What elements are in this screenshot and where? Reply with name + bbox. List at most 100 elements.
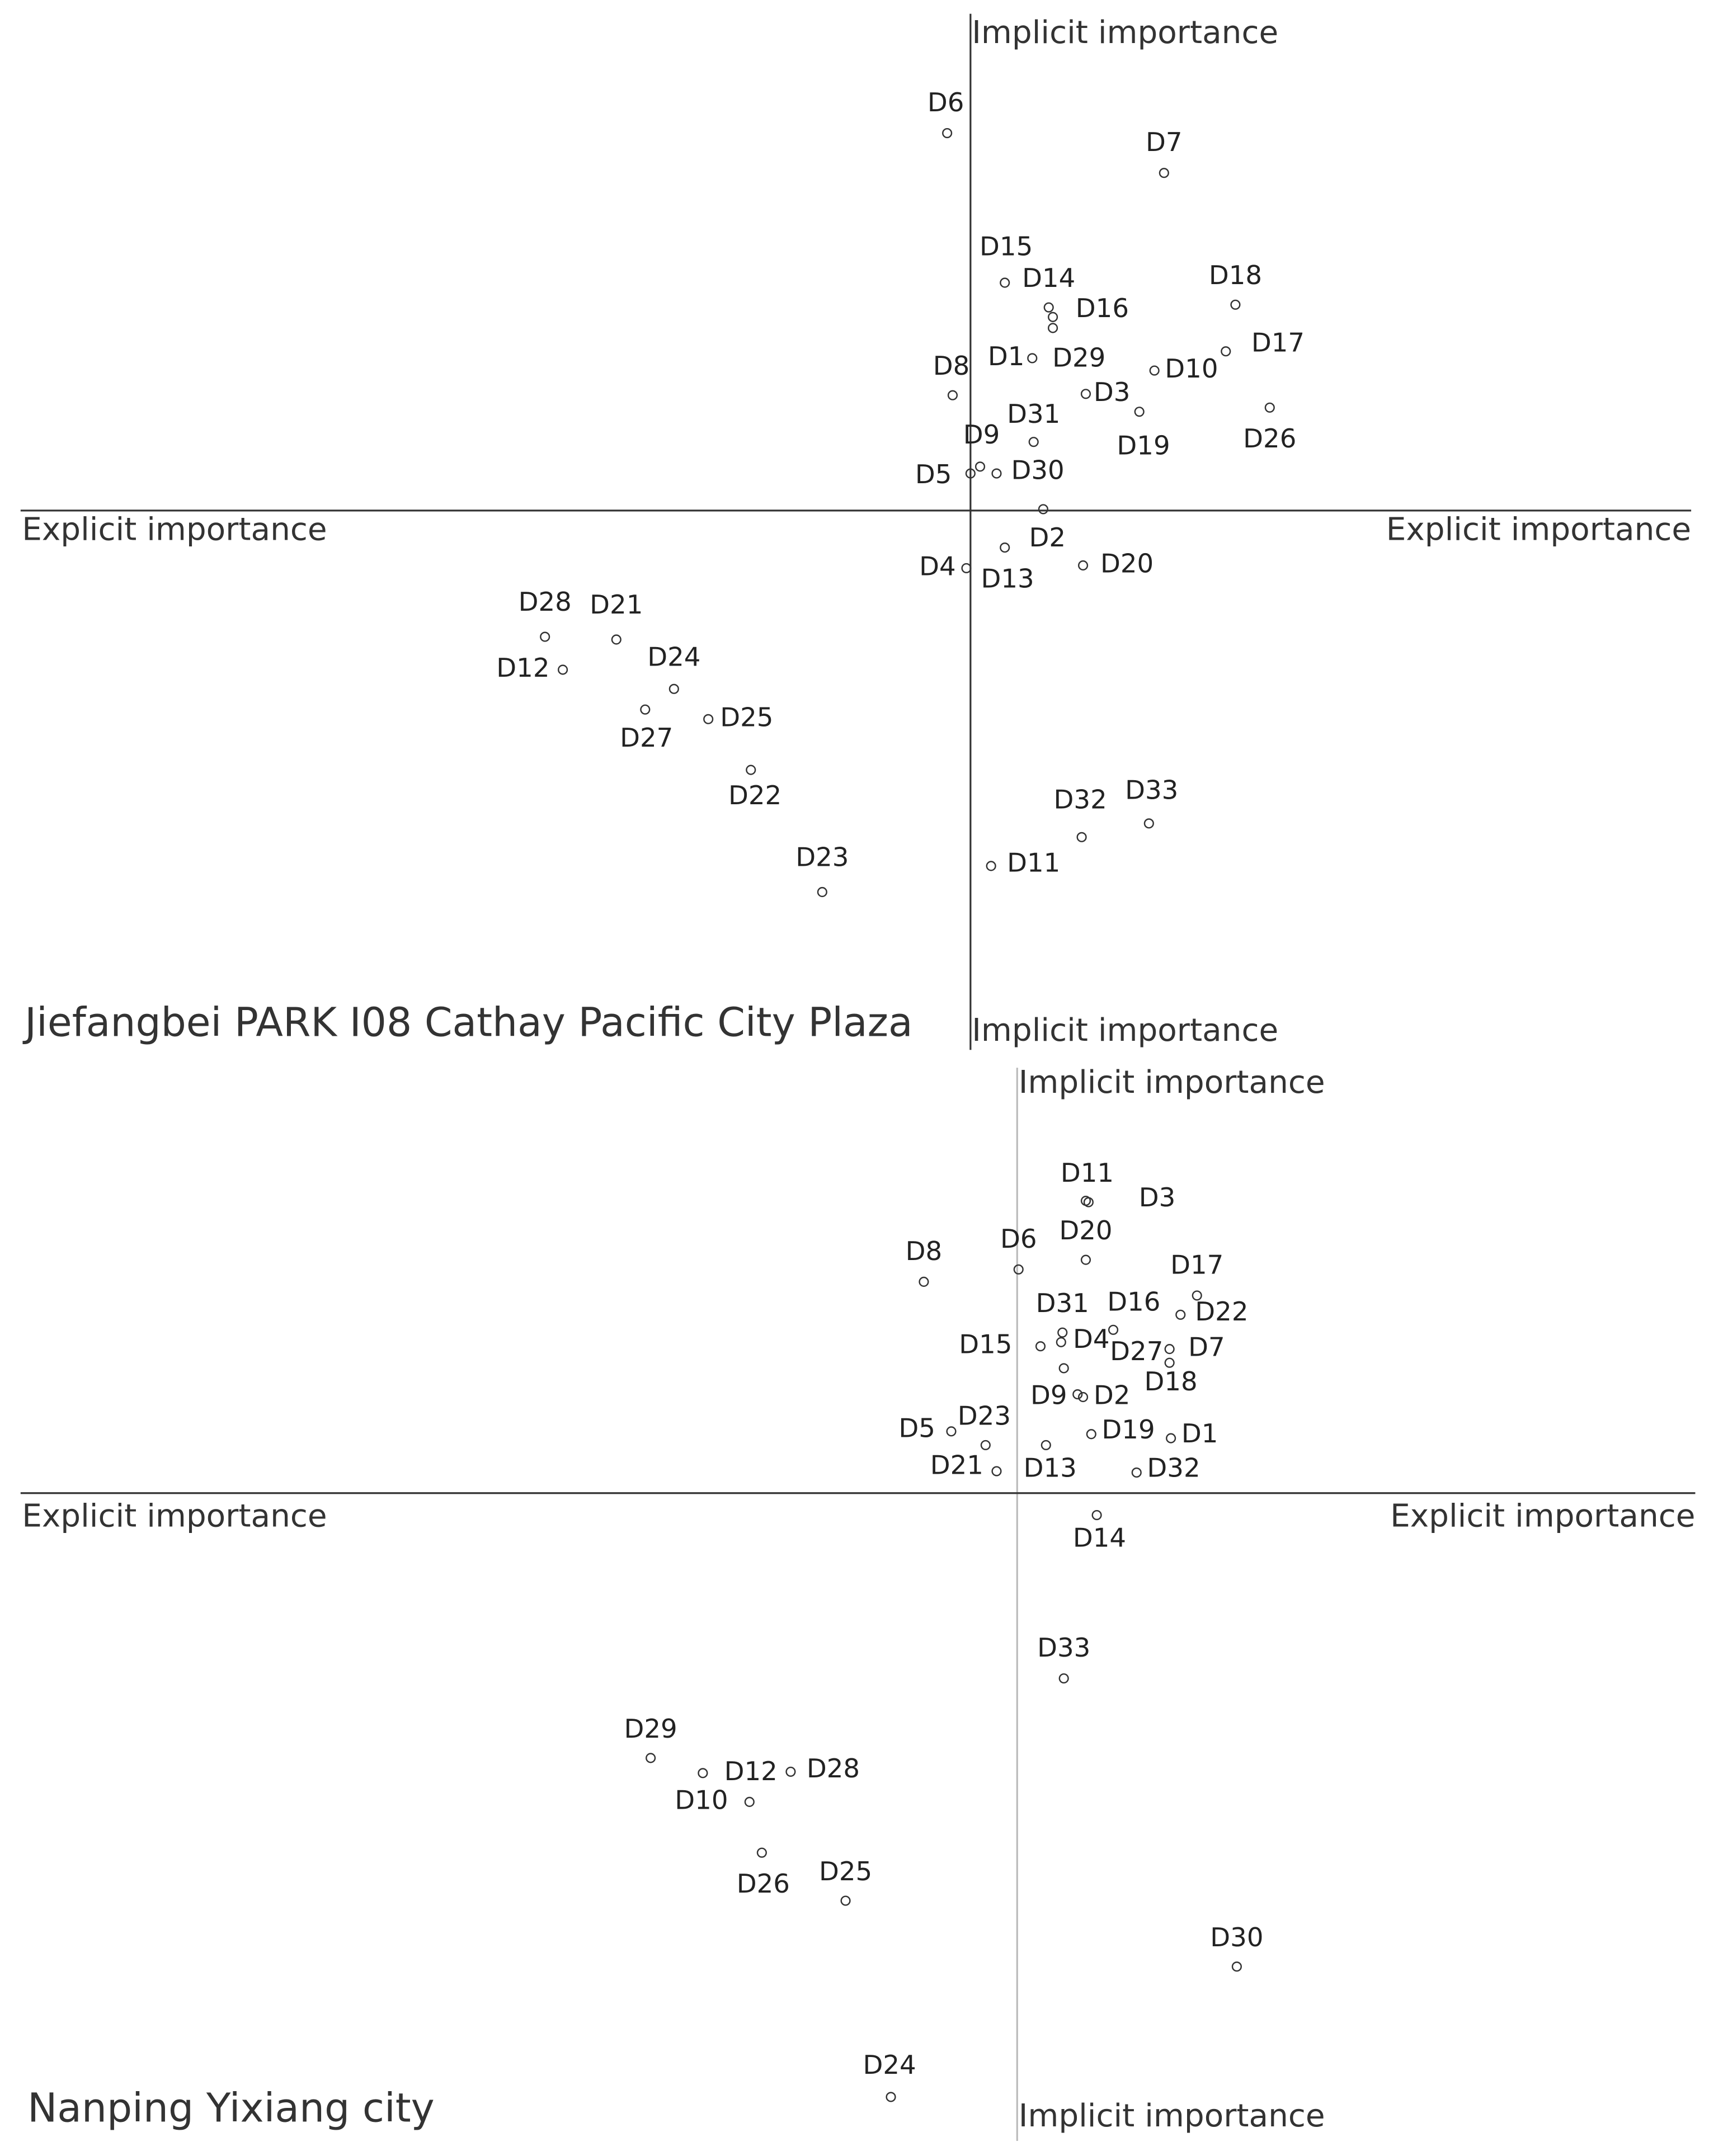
point-label: D18 bbox=[1209, 260, 1262, 290]
point-label: D20 bbox=[1059, 1215, 1112, 1246]
point bbox=[1166, 1433, 1176, 1443]
point bbox=[1159, 168, 1169, 178]
point bbox=[1230, 299, 1241, 310]
point bbox=[1077, 1391, 1089, 1403]
point-label: D8 bbox=[933, 351, 970, 381]
y-axis-label: Implicit importance bbox=[1019, 1064, 1325, 1101]
point-label: D6 bbox=[1000, 1224, 1037, 1254]
point bbox=[991, 1466, 1002, 1476]
point bbox=[1149, 365, 1160, 376]
point-label: D24 bbox=[647, 641, 700, 672]
point-label: D24 bbox=[863, 2050, 916, 2080]
point-label: D13 bbox=[1024, 1453, 1077, 1483]
point-label: D2 bbox=[1029, 522, 1066, 553]
point bbox=[1221, 346, 1231, 357]
point-label: D17 bbox=[1170, 1249, 1223, 1280]
point bbox=[1000, 542, 1010, 553]
x-axis-label: Explicit importance bbox=[1386, 511, 1691, 548]
point-label: D11 bbox=[1007, 847, 1060, 878]
point-label: D21 bbox=[930, 1450, 983, 1480]
point bbox=[1091, 1509, 1102, 1521]
point-label: D14 bbox=[1073, 1523, 1126, 1553]
point-label: D19 bbox=[1117, 430, 1170, 460]
point bbox=[974, 461, 986, 472]
point-label: D7 bbox=[1188, 1332, 1225, 1362]
point bbox=[540, 631, 550, 642]
point-label: D1 bbox=[1181, 1418, 1218, 1449]
point-label: D14 bbox=[1022, 263, 1075, 293]
point bbox=[1231, 1961, 1242, 1972]
point bbox=[946, 1426, 957, 1437]
point bbox=[1108, 1324, 1119, 1335]
point bbox=[817, 886, 827, 898]
point bbox=[1028, 437, 1039, 447]
y-axis-label: Implicit importance bbox=[1019, 2098, 1325, 2134]
point bbox=[991, 468, 1002, 479]
point bbox=[961, 563, 972, 573]
point-label: D16 bbox=[1076, 293, 1129, 323]
point bbox=[1175, 1309, 1186, 1320]
point bbox=[1057, 1327, 1068, 1338]
point-label: D28 bbox=[519, 587, 572, 617]
point bbox=[1013, 1264, 1024, 1275]
x-axis-label: Explicit importance bbox=[22, 511, 327, 548]
x-axis-label: Explicit importance bbox=[22, 1498, 327, 1535]
point-label: D19 bbox=[1101, 1414, 1155, 1445]
point-label: D20 bbox=[1100, 549, 1154, 579]
point bbox=[1080, 389, 1091, 399]
point-label: D3 bbox=[1139, 1182, 1176, 1213]
point-label: D23 bbox=[795, 842, 849, 872]
point bbox=[1000, 277, 1010, 288]
point-label: D21 bbox=[590, 589, 643, 620]
point bbox=[1072, 1389, 1083, 1400]
point bbox=[698, 1768, 708, 1778]
point bbox=[942, 128, 953, 139]
point-label: D31 bbox=[1036, 1288, 1089, 1318]
point bbox=[1192, 1290, 1202, 1301]
point-label: D30 bbox=[1011, 455, 1064, 485]
point bbox=[703, 714, 714, 724]
point bbox=[646, 1753, 656, 1763]
point-label: D7 bbox=[1146, 127, 1183, 157]
point bbox=[1035, 1341, 1046, 1352]
point bbox=[1080, 1254, 1091, 1265]
point bbox=[1134, 407, 1145, 417]
point bbox=[986, 861, 996, 871]
point-label: D18 bbox=[1145, 1366, 1198, 1397]
point bbox=[668, 683, 679, 694]
point bbox=[980, 1440, 991, 1450]
point-label: D10 bbox=[675, 1785, 728, 1815]
point bbox=[947, 390, 958, 400]
point-label: D16 bbox=[1107, 1287, 1160, 1317]
chart-title: Jiefangbei PARK I08 Cathay Pacific City … bbox=[22, 999, 912, 1046]
point bbox=[1131, 1467, 1142, 1478]
point-label: D9 bbox=[1030, 1380, 1067, 1410]
point bbox=[1041, 1440, 1051, 1450]
point bbox=[785, 1766, 796, 1777]
point bbox=[1076, 832, 1087, 842]
point bbox=[886, 2092, 896, 2102]
point-label: D25 bbox=[819, 1856, 872, 1886]
point bbox=[1264, 402, 1275, 413]
point-label: D2 bbox=[1094, 1380, 1131, 1410]
point bbox=[1027, 353, 1038, 364]
point-label: D27 bbox=[620, 723, 673, 753]
point-label: D29 bbox=[1052, 342, 1105, 372]
point-label: D1 bbox=[988, 341, 1025, 371]
point-label: D22 bbox=[1195, 1296, 1248, 1327]
point-label: D26 bbox=[737, 1869, 790, 1899]
point bbox=[965, 468, 976, 479]
point-label: D25 bbox=[720, 702, 773, 732]
y-axis-label: Implicit importance bbox=[972, 15, 1278, 51]
y-axis-label: Implicit importance bbox=[972, 1012, 1278, 1049]
point-label: D9 bbox=[963, 419, 1000, 450]
point-label: D27 bbox=[1110, 1336, 1163, 1366]
point bbox=[1083, 1197, 1094, 1207]
point-label: D12 bbox=[724, 1756, 778, 1786]
point-label: D11 bbox=[1061, 1158, 1114, 1188]
point bbox=[1038, 504, 1048, 515]
point-label: D15 bbox=[980, 232, 1033, 262]
point-label: D26 bbox=[1243, 423, 1296, 454]
point-label: D4 bbox=[919, 551, 956, 581]
